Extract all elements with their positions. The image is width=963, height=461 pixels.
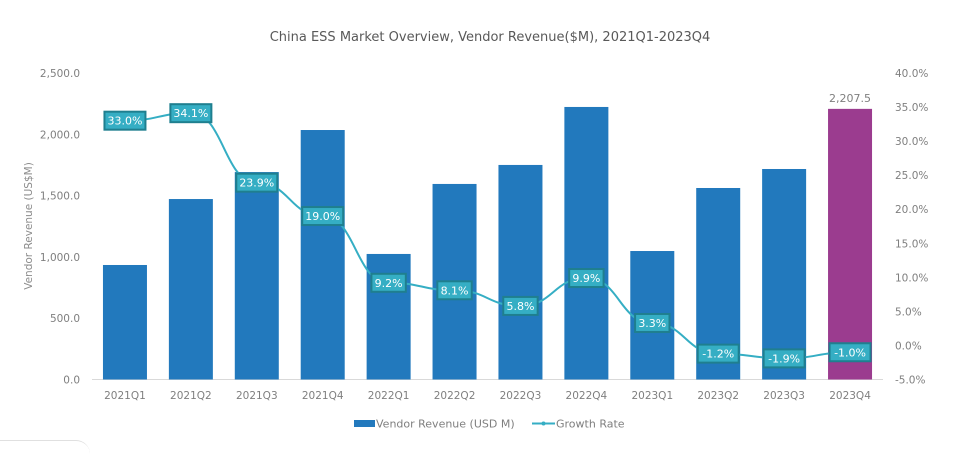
bar-value-label: 2,207.5	[829, 92, 871, 105]
y-tick-label: 1,500.0	[40, 191, 80, 203]
growth-label-box	[502, 295, 539, 316]
legend-item-growth[interactable]: Growth Rate	[532, 418, 625, 431]
y2-tick-label: 10.0%	[895, 272, 928, 284]
y2-axis: -5.0% 0.0% 5.0% 10.0% 15.0% 20.0% 25.0% 30.0% 35…	[895, 68, 928, 387]
bar-series	[102, 106, 873, 380]
growth-line	[124, 112, 851, 360]
growth-label-box	[696, 343, 740, 364]
growth-point[interactable]: 33.0%	[103, 110, 147, 131]
y-tick-label: 2,500.0	[40, 68, 80, 80]
growth-label-box	[235, 172, 279, 193]
growth-point[interactable]: 34.1%	[169, 103, 213, 124]
bar[interactable]	[234, 172, 279, 380]
growth-label-box	[103, 110, 147, 131]
panel-edge	[0, 440, 90, 461]
growth-label: 8.1%	[441, 284, 469, 297]
y2-tick-label: 35.0%	[895, 102, 928, 114]
growth-point[interactable]: -1.9%	[762, 348, 806, 369]
growth-point[interactable]: 23.9%	[235, 172, 279, 193]
y2-tick-label: 5.0%	[895, 306, 922, 318]
y-axis: 0.0 500.0 1,000.0 1,500.0 2,000.0 2,500.0	[40, 68, 80, 387]
growth-label: 9.2%	[375, 277, 403, 290]
bar[interactable]	[498, 164, 543, 380]
y2-tick-label: 0.0%	[895, 340, 922, 352]
line-series: 33.0% 34.1% 23.9% 19.0% 9.2% 8.1% 5.8% 9.9% 3.3%…	[103, 103, 872, 369]
growth-label: 34.1%	[173, 107, 208, 120]
growth-point[interactable]: 9.2%	[370, 272, 407, 293]
growth-point[interactable]: -1.2%	[696, 343, 740, 364]
bar[interactable]	[564, 106, 609, 380]
bar[interactable]	[300, 130, 345, 380]
growth-label-box	[301, 206, 345, 227]
growth-point[interactable]: 8.1%	[436, 280, 473, 301]
x-tick-label: 2023Q2	[697, 390, 739, 402]
growth-point[interactable]: -1.0%	[828, 342, 872, 363]
y-tick-label: 0.0	[63, 375, 80, 387]
growth-label-box	[436, 280, 473, 301]
y-axis-title: Vendor Revenue (US$M)	[23, 162, 35, 290]
growth-point[interactable]: 3.3%	[634, 312, 671, 333]
growth-label: 19.0%	[305, 210, 340, 223]
y-tick-label: 2,000.0	[40, 129, 80, 141]
growth-label: 23.9%	[239, 177, 274, 190]
legend-label-revenue: Vendor Revenue (USD M)	[376, 418, 515, 431]
x-tick-label: 2022Q3	[500, 390, 542, 402]
growth-label-box	[762, 348, 806, 369]
legend-marker-growth	[541, 421, 546, 426]
bar[interactable]	[828, 108, 873, 380]
growth-label-box	[634, 312, 671, 333]
bar[interactable]	[168, 199, 213, 380]
x-tick-label: 2021Q1	[104, 390, 146, 402]
x-tick-label: 2023Q3	[763, 390, 805, 402]
growth-label-box	[169, 103, 213, 124]
x-tick-label: 2023Q4	[829, 390, 871, 402]
legend-item-revenue[interactable]: Vendor Revenue (USD M)	[354, 418, 515, 431]
growth-point[interactable]: 19.0%	[301, 206, 345, 227]
bar-labels: 2,207.5	[829, 92, 871, 105]
x-tick-label: 2021Q4	[302, 390, 344, 402]
y2-tick-label: 20.0%	[895, 204, 928, 216]
growth-label: 9.9%	[572, 272, 600, 285]
growth-label: -1.2%	[702, 348, 734, 361]
growth-point[interactable]: 9.9%	[568, 268, 605, 289]
legend: Vendor Revenue (USD M) Growth Rate	[354, 418, 625, 431]
growth-label: 33.0%	[107, 115, 142, 128]
x-tick-label: 2023Q1	[631, 390, 673, 402]
legend-swatch-revenue	[354, 420, 375, 427]
y-tick-label: 1,000.0	[40, 252, 80, 264]
growth-label: -1.9%	[768, 352, 800, 365]
y2-tick-label: 25.0%	[895, 170, 928, 182]
growth-label-box	[370, 272, 407, 293]
y2-tick-label: 15.0%	[895, 238, 928, 250]
growth-point[interactable]: 5.8%	[502, 295, 539, 316]
bar[interactable]	[102, 264, 147, 380]
y2-tick-label: 30.0%	[895, 136, 928, 148]
growth-label: -1.0%	[834, 346, 866, 359]
y2-tick-label: 40.0%	[895, 68, 928, 80]
x-tick-label: 2022Q4	[566, 390, 608, 402]
x-axis: 2021Q1 2021Q2 2021Q3 2021Q4 2022Q1 2022Q2 2022…	[104, 390, 871, 402]
y2-tick-label: -5.0%	[895, 375, 925, 387]
growth-label-box	[568, 268, 605, 289]
x-tick-label: 2021Q2	[170, 390, 212, 402]
growth-label: 5.8%	[506, 300, 534, 313]
x-tick-label: 2022Q1	[368, 390, 410, 402]
growth-label-box	[828, 342, 872, 363]
y-tick-label: 500.0	[50, 313, 80, 325]
chart-title: China ESS Market Overview, Vendor Revenu…	[270, 30, 711, 45]
growth-label: 3.3%	[638, 317, 666, 330]
x-tick-label: 2022Q2	[434, 390, 476, 402]
x-tick-label: 2021Q3	[236, 390, 278, 402]
bar[interactable]	[762, 168, 807, 380]
legend-label-growth: Growth Rate	[556, 418, 625, 431]
